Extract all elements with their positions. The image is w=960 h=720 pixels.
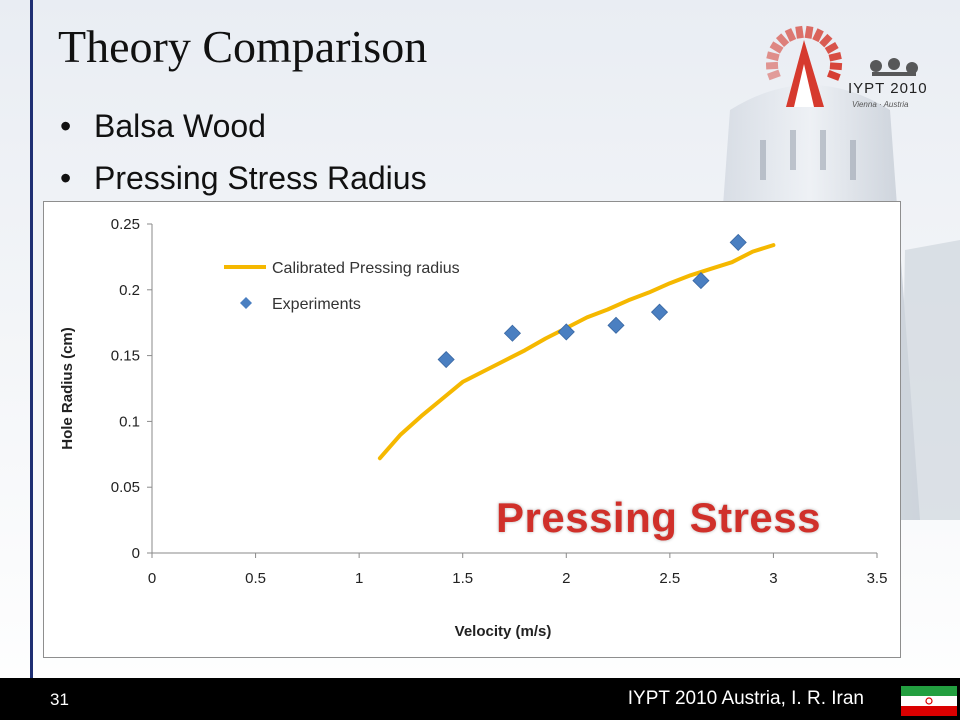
x-tick-label: 3 [769,570,777,587]
y-tick-label: 0.2 [119,282,140,299]
logo-subtext: Vienna · Austria [852,100,909,109]
x-tick-label: 1 [355,570,363,587]
calibrated-line [377,243,776,461]
footer-text: IYPT 2010 Austria, I. R. Iran [627,688,864,709]
logo-text: IYPT 2010 [848,80,928,97]
experiment-point [607,316,625,334]
experiment-point [692,272,710,290]
x-axis-label: Velocity (m/s) [455,623,552,640]
slide-title: Theory Comparison [58,21,428,72]
left-accent-rule [30,0,33,678]
x-tick-label: 0.5 [245,570,266,587]
legend-diamond-swatch [240,297,252,309]
x-tick-label: 0 [148,570,156,587]
page-number: 31 [50,690,69,709]
iypt-logo-icon [766,25,918,107]
experiment-point [729,233,747,251]
experiment-point [503,324,521,342]
x-tick-label: 1.5 [452,570,473,587]
y-tick-label: 0.15 [111,348,140,365]
y-axis-label: Hole Radius (cm) [59,327,76,450]
bullet-item: Pressing Stress Radius [60,156,427,208]
chart-frame: 0 0.05 0.1 0.15 0.2 0.25 0 0.5 1 1.5 2 2.5 3 3.5 Veloc… [43,201,901,658]
experiment-point [650,303,669,321]
bullet-item: Balsa Wood [60,104,427,156]
footer-bar [0,678,960,720]
y-tick-label: 0.1 [119,413,140,430]
pressing-stress-label: Pressing Stress [495,493,822,542]
legend-label: Calibrated Pressing radius [272,260,460,277]
y-tick-label: 0.05 [111,479,140,496]
hole-radius-chart: 0 0.05 0.1 0.15 0.2 0.25 0 0.5 1 1.5 2 2.5 3 3.5 Veloc… [59,216,888,640]
y-tick-label: 0 [132,545,140,562]
experiment-point [557,323,575,341]
bullet-list: Balsa Wood Pressing Stress Radius [60,104,427,208]
x-tick-label: 3.5 [867,570,888,587]
x-tick-label: 2.5 [659,570,680,587]
iran-flag-icon [901,686,957,716]
legend-label: Experiments [272,296,361,313]
experiment-point [437,350,455,369]
x-tick-label: 2 [562,570,570,587]
y-tick-label: 0.25 [111,216,140,233]
